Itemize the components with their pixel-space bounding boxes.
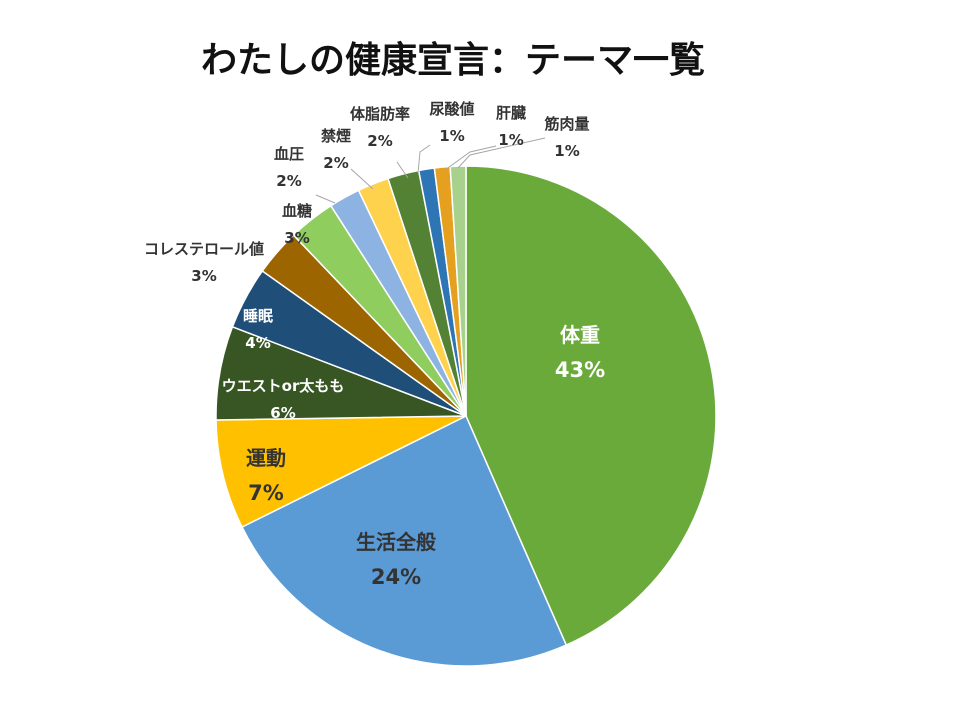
slice-value-label: 3% (284, 229, 309, 247)
slice-category-label: 生活全般 (356, 530, 436, 554)
slice-value-label: 43% (555, 358, 605, 382)
pie-slice (240, 414, 568, 667)
slice-value-label: 4% (245, 334, 270, 352)
leader-line (417, 144, 431, 174)
slice-value-label: 7% (248, 481, 284, 505)
leader-line (315, 194, 336, 204)
leader-line (396, 161, 409, 179)
leader-lines (315, 137, 546, 204)
slice-category-label: 睡眠 (243, 307, 273, 325)
slice-category-label: 肝臓 (496, 104, 526, 122)
slice-value-label: 6% (270, 404, 295, 422)
slice-category-label: 運動 (246, 446, 286, 470)
slice-value-label: 1% (554, 142, 579, 160)
slice-value-label: 2% (323, 154, 348, 172)
slice-value-label: 3% (191, 267, 216, 285)
slice-category-label: 体重 (560, 323, 600, 347)
slice-value-label: 1% (439, 127, 464, 145)
slice-category-label: 体脂肪率 (350, 105, 410, 123)
slice-value-label: 2% (276, 172, 301, 190)
pie-slice (465, 165, 717, 647)
chart-title: わたしの健康宣言：テーマ一覧 (201, 39, 705, 81)
leader-line (457, 137, 546, 169)
slice-category-label: コレステロール値 (144, 240, 264, 258)
slice-value-label: 2% (367, 132, 392, 150)
slice-value-label: 1% (498, 131, 523, 149)
slice-category-label: 血圧 (274, 145, 304, 163)
slice-category-label: 禁煙 (321, 127, 351, 145)
slice-value-label: 24% (371, 565, 421, 589)
slice-category-label: 血糖 (282, 202, 312, 220)
slice-category-label: 尿酸値 (429, 100, 474, 118)
slice-category-label: 筋肉量 (543, 115, 589, 133)
slice-labels: 体重 43% 生活全般 24% 運動 7% ウエストor太もも 6% 睡眠 4% コレステロール値 3… (144, 100, 605, 589)
leader-line (444, 145, 497, 171)
leader-line (350, 168, 374, 190)
pie-slice (215, 415, 467, 529)
slice-category-label: ウエストor太もも (222, 377, 345, 395)
